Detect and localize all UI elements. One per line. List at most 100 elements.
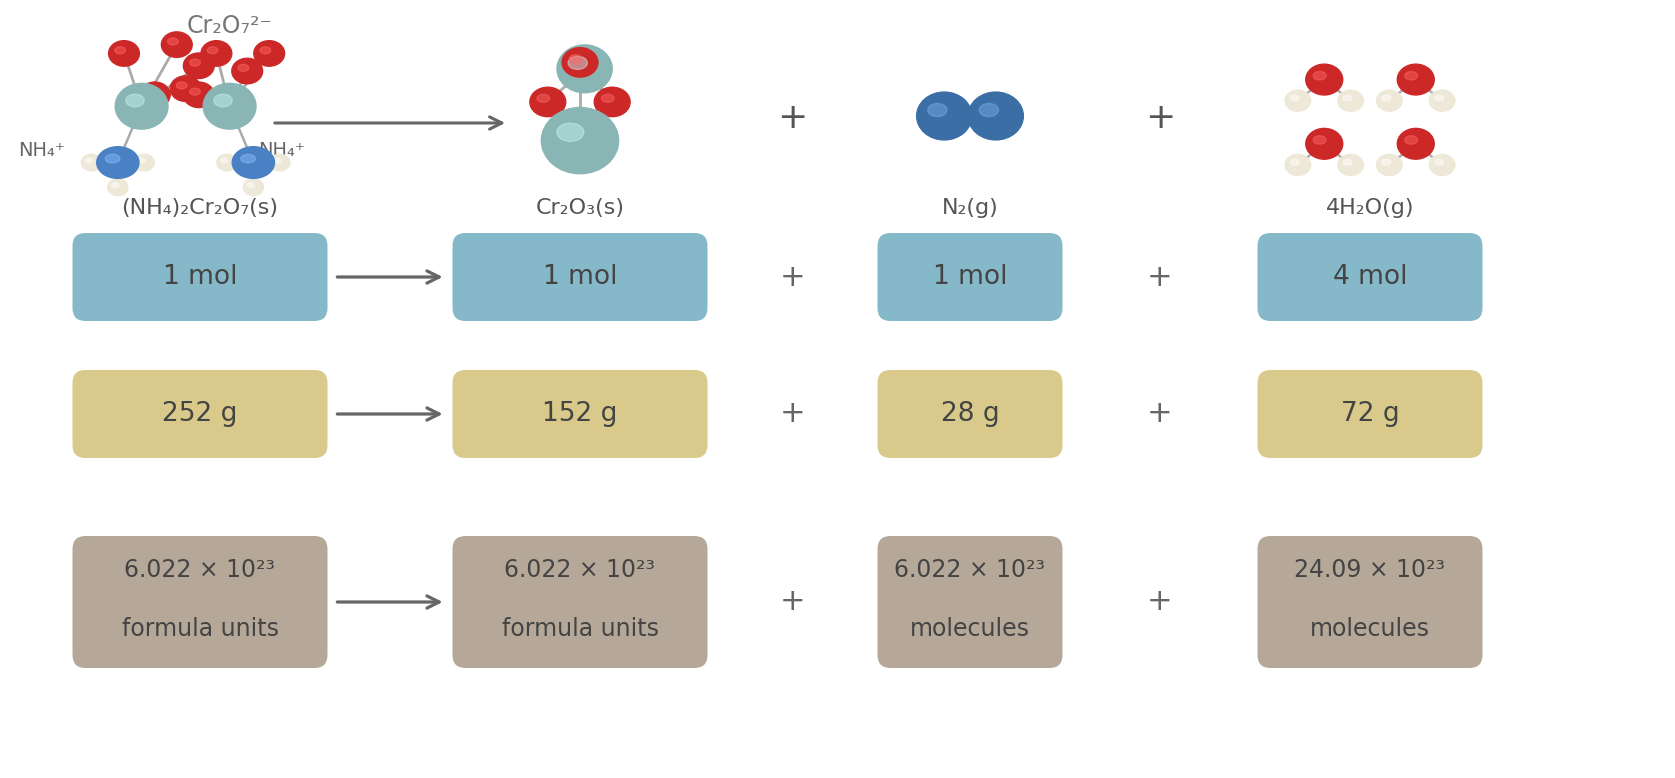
Ellipse shape: [273, 158, 281, 163]
Ellipse shape: [260, 47, 271, 54]
Text: +: +: [779, 399, 806, 429]
Ellipse shape: [928, 103, 946, 117]
Text: +: +: [1147, 587, 1172, 616]
Ellipse shape: [248, 183, 255, 187]
Text: 1 mol: 1 mol: [162, 264, 238, 290]
FancyBboxPatch shape: [72, 536, 328, 668]
Ellipse shape: [109, 40, 139, 66]
Ellipse shape: [1382, 159, 1390, 165]
Ellipse shape: [85, 158, 92, 163]
Ellipse shape: [189, 59, 201, 66]
Ellipse shape: [1397, 128, 1434, 159]
Ellipse shape: [1429, 154, 1456, 176]
Ellipse shape: [601, 94, 615, 103]
Ellipse shape: [241, 154, 256, 163]
Ellipse shape: [139, 82, 171, 107]
Ellipse shape: [146, 88, 156, 95]
Text: 4 mol: 4 mol: [1333, 264, 1407, 290]
Ellipse shape: [183, 53, 214, 79]
FancyBboxPatch shape: [72, 233, 328, 321]
Ellipse shape: [1306, 128, 1343, 159]
Text: +: +: [779, 587, 806, 616]
Ellipse shape: [116, 47, 126, 54]
Ellipse shape: [1290, 95, 1300, 101]
Ellipse shape: [1429, 90, 1456, 111]
Ellipse shape: [1338, 90, 1363, 111]
Ellipse shape: [221, 158, 228, 163]
FancyBboxPatch shape: [452, 233, 707, 321]
Text: 152 g: 152 g: [543, 401, 618, 427]
FancyBboxPatch shape: [878, 536, 1062, 668]
Ellipse shape: [570, 54, 581, 63]
Ellipse shape: [1285, 90, 1310, 111]
Ellipse shape: [556, 123, 585, 142]
Ellipse shape: [231, 58, 263, 84]
Text: 24.09 × 10²³: 24.09 × 10²³: [1295, 558, 1446, 582]
Ellipse shape: [1313, 135, 1327, 144]
Ellipse shape: [541, 107, 618, 173]
Ellipse shape: [189, 88, 201, 95]
Ellipse shape: [1343, 159, 1352, 165]
Ellipse shape: [233, 147, 275, 178]
Text: 4H₂O(g): 4H₂O(g): [1325, 198, 1414, 218]
Ellipse shape: [1290, 159, 1300, 165]
Text: +: +: [1144, 101, 1176, 135]
FancyBboxPatch shape: [878, 370, 1062, 458]
Ellipse shape: [1377, 90, 1402, 111]
FancyBboxPatch shape: [452, 536, 707, 668]
FancyBboxPatch shape: [878, 233, 1062, 321]
Ellipse shape: [203, 83, 256, 129]
Text: 1 mol: 1 mol: [933, 264, 1007, 290]
Ellipse shape: [112, 183, 119, 187]
Ellipse shape: [1285, 154, 1310, 176]
Ellipse shape: [1434, 95, 1444, 101]
Ellipse shape: [243, 179, 263, 195]
Ellipse shape: [183, 82, 214, 107]
Ellipse shape: [980, 103, 998, 117]
Text: 252 g: 252 g: [162, 401, 238, 427]
Ellipse shape: [137, 158, 146, 163]
Ellipse shape: [1405, 72, 1417, 80]
Ellipse shape: [171, 76, 201, 101]
Ellipse shape: [82, 154, 102, 171]
Text: formula units: formula units: [501, 617, 658, 641]
Ellipse shape: [238, 65, 250, 72]
Ellipse shape: [134, 154, 154, 171]
Ellipse shape: [568, 56, 588, 69]
FancyBboxPatch shape: [1258, 536, 1482, 668]
Ellipse shape: [97, 147, 139, 178]
Text: (NH₄)₂Cr₂O₇(s): (NH₄)₂Cr₂O₇(s): [122, 198, 278, 218]
Text: molecules: molecules: [1310, 617, 1430, 641]
FancyBboxPatch shape: [452, 370, 707, 458]
FancyBboxPatch shape: [1258, 233, 1482, 321]
Text: 28 g: 28 g: [941, 401, 1000, 427]
Ellipse shape: [176, 82, 188, 89]
Ellipse shape: [106, 154, 121, 163]
Text: 72 g: 72 g: [1340, 401, 1399, 427]
Text: formula units: formula units: [122, 617, 278, 641]
FancyBboxPatch shape: [72, 370, 328, 458]
Ellipse shape: [214, 94, 233, 107]
Text: Cr₂O₇²⁻: Cr₂O₇²⁻: [188, 14, 273, 38]
Ellipse shape: [1405, 135, 1417, 144]
Text: NH₄⁺: NH₄⁺: [258, 141, 305, 159]
Ellipse shape: [161, 32, 193, 58]
Text: 6.022 × 10²³: 6.022 × 10²³: [504, 558, 655, 582]
Text: +: +: [779, 262, 806, 292]
Text: 6.022 × 10²³: 6.022 × 10²³: [124, 558, 275, 582]
Ellipse shape: [270, 154, 290, 171]
Text: 1 mol: 1 mol: [543, 264, 618, 290]
Ellipse shape: [208, 47, 218, 54]
Ellipse shape: [1377, 154, 1402, 176]
Text: molecules: molecules: [910, 617, 1030, 641]
Ellipse shape: [1434, 159, 1444, 165]
Ellipse shape: [216, 154, 238, 171]
Ellipse shape: [1343, 95, 1352, 101]
Ellipse shape: [558, 45, 611, 93]
Ellipse shape: [968, 92, 1023, 140]
Ellipse shape: [1397, 64, 1434, 95]
FancyBboxPatch shape: [1258, 370, 1482, 458]
Ellipse shape: [916, 92, 971, 140]
Ellipse shape: [529, 87, 566, 117]
Ellipse shape: [255, 40, 285, 66]
